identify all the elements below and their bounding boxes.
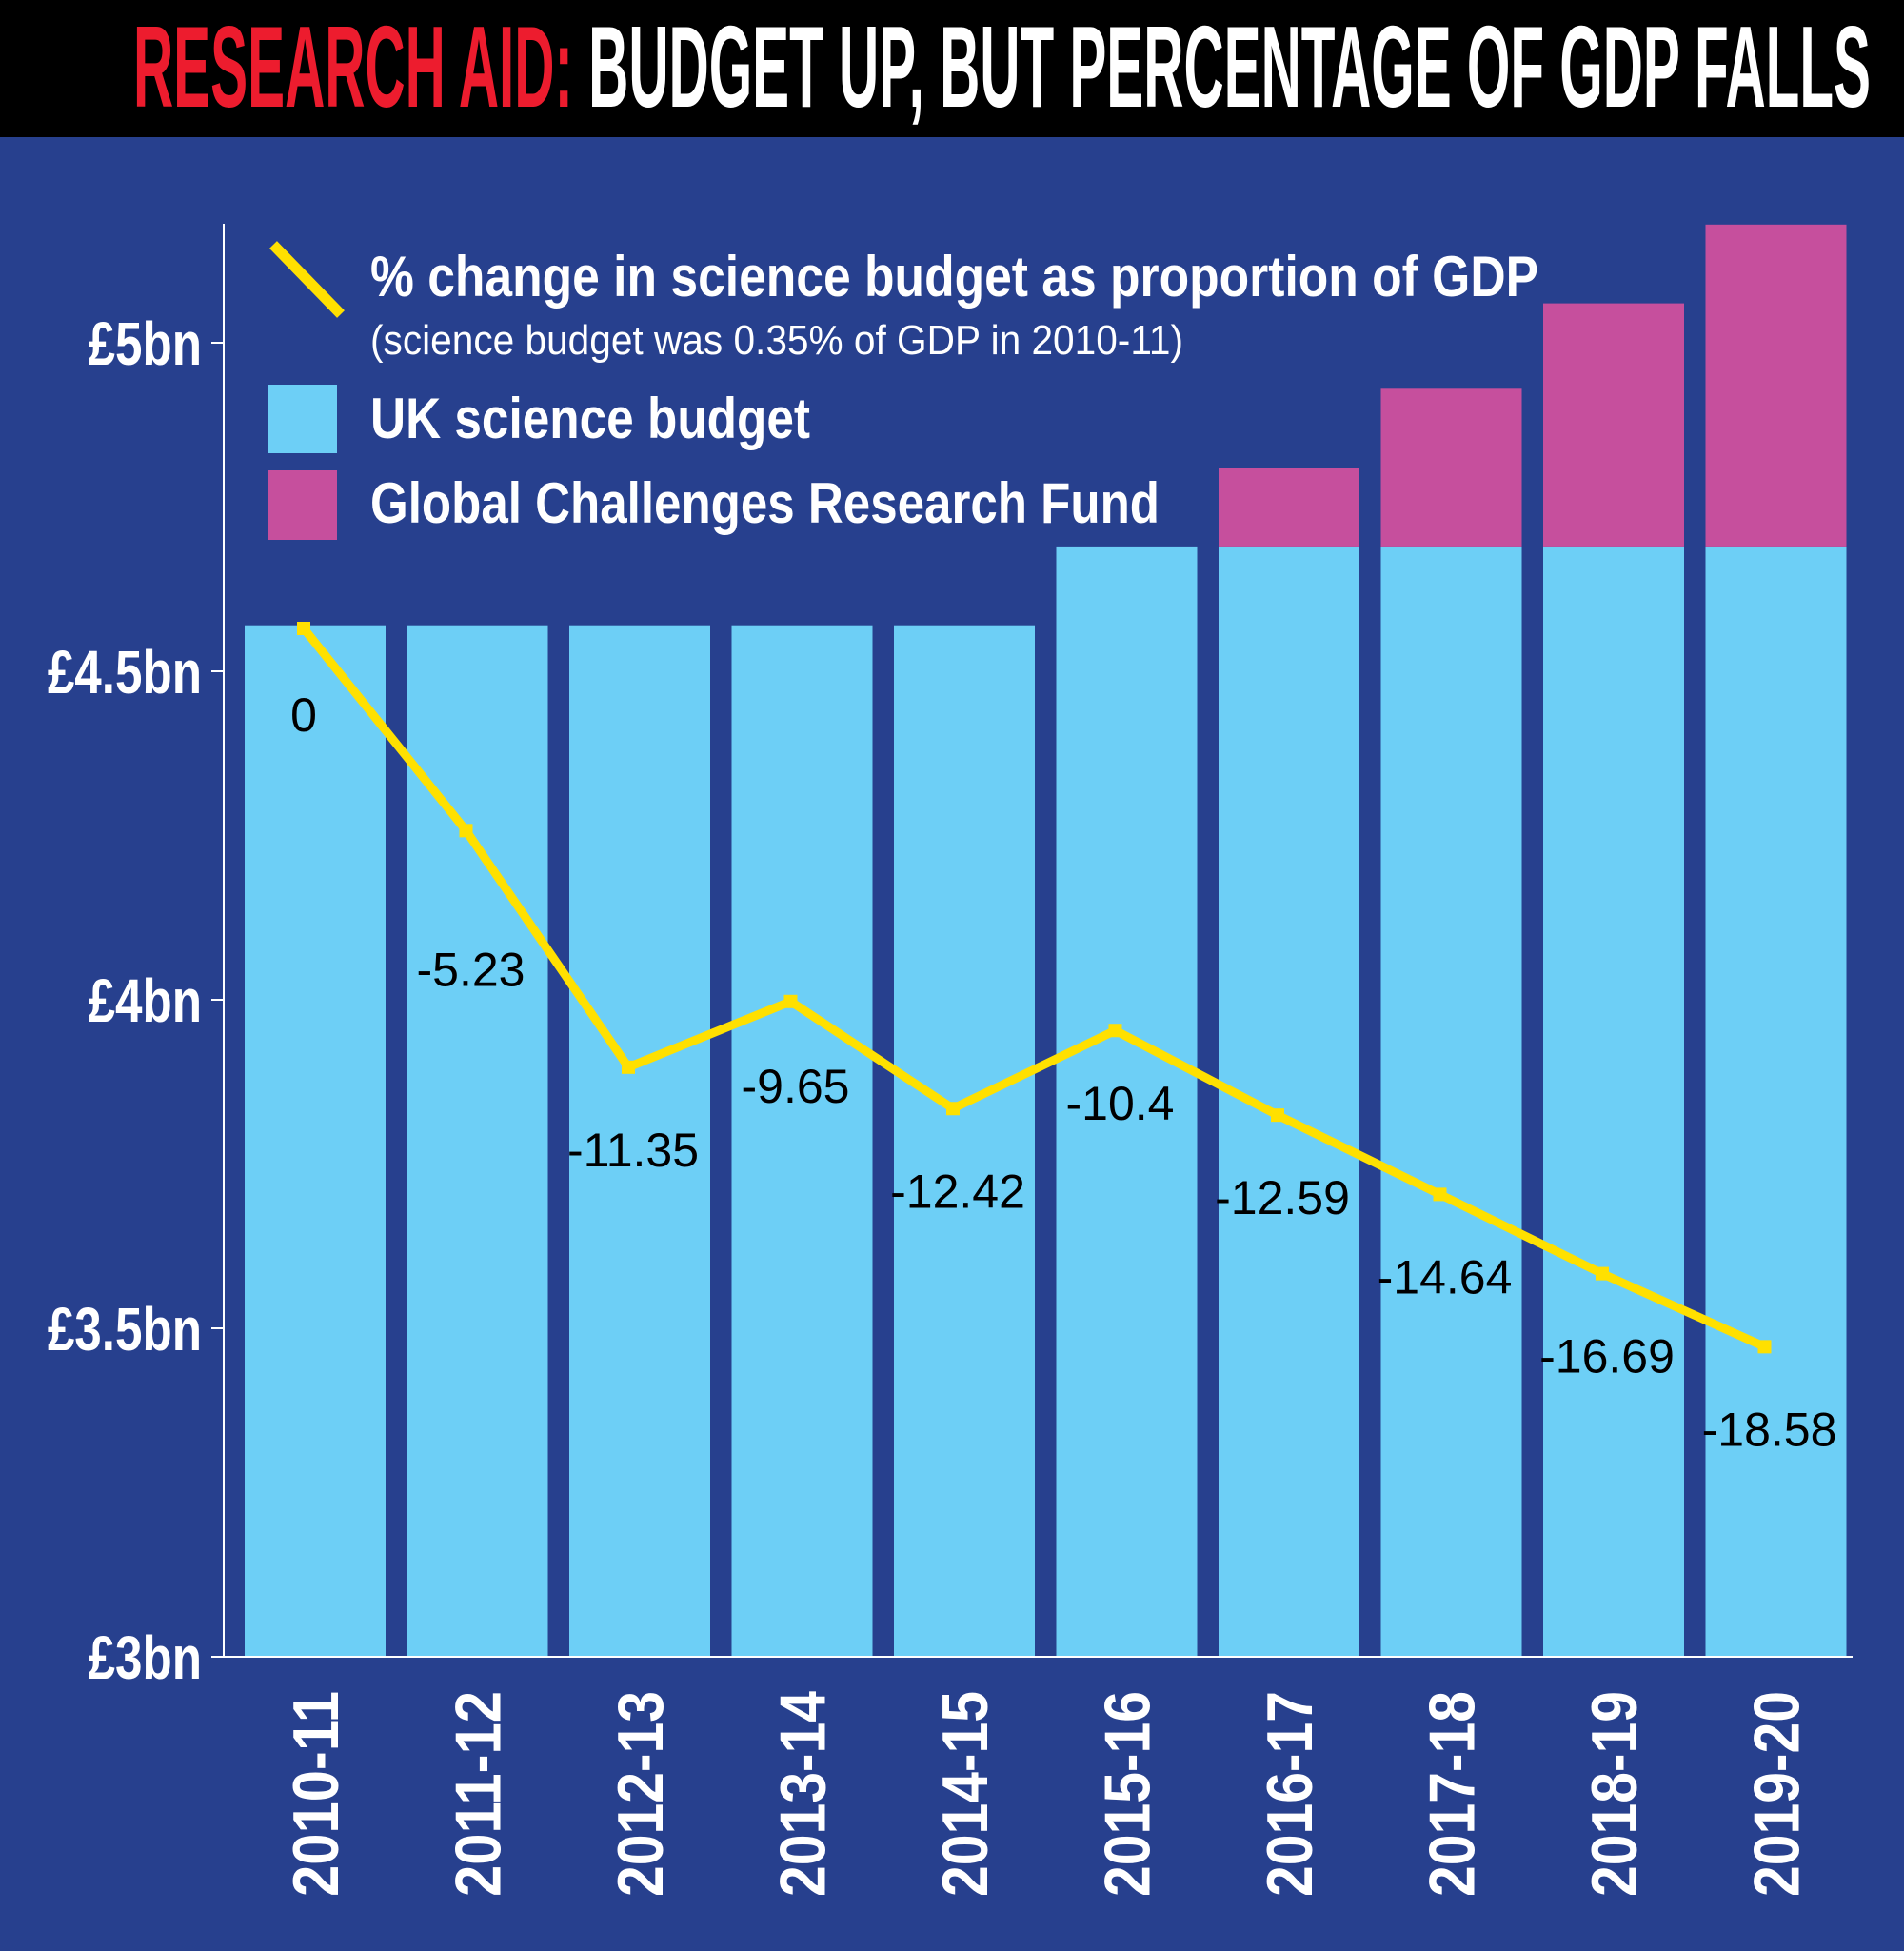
x-ticks-group: 2010-11 2011-12 2012-13 2013-14 2014-15 2015-… [280,1691,1814,1897]
title-bar [0,0,1904,137]
x-tick-label: 2015-16 [1092,1691,1164,1897]
data-label: -14.64 [1378,1250,1513,1304]
bar-uk-science-budget [1219,546,1359,1657]
bar-uk-science-budget [1056,546,1198,1657]
bar-uk-science-budget [407,625,548,1658]
y-tick-label: £4bn [89,968,202,1036]
legend-gcrf-swatch [268,470,337,540]
y-tick-label: £5bn [89,311,202,379]
x-tick-label: 2016-17 [1254,1691,1326,1897]
x-tick-label: 2018-19 [1578,1691,1651,1897]
data-label: -11.35 [567,1124,699,1177]
x-tick-label: 2013-14 [767,1691,840,1897]
line-point [946,1102,960,1116]
legend-uk-label: UK science budget [370,387,810,450]
line-point [783,994,798,1008]
bar-uk-science-budget [1380,546,1522,1657]
line-point [1596,1266,1609,1281]
legend-line-swatch [269,241,345,318]
bar-gcrf [1219,468,1359,547]
line-point [622,1060,635,1074]
bar-uk-science-budget [1543,546,1684,1657]
legend-line-label: % change in science budget as proportion… [370,245,1538,309]
data-label: -12.59 [1215,1171,1350,1224]
data-label: 0 [290,688,317,742]
data-label: -12.42 [890,1165,1025,1218]
x-tick-label: 2017-18 [1417,1691,1489,1897]
bar-gcrf [1380,388,1522,547]
title-rest: BUDGET UP, BUT PERCENTAGE OF GDP FALLS [588,2,1871,131]
y-tick-label: £3.5bn [48,1297,202,1364]
y-tick-label: £3bn [89,1625,202,1693]
x-tick-label: 2010-11 [280,1691,352,1897]
bar-uk-science-budget [1705,546,1847,1657]
y-tick-label: £4.5bn [48,640,202,707]
bar-uk-science-budget [569,625,710,1658]
bar-uk-science-budget [245,625,386,1658]
line-point [1271,1108,1284,1123]
data-label: -16.69 [1539,1330,1675,1384]
bar-gcrf [1543,303,1684,547]
legend-gcrf-label: Global Challenges Research Fund [370,471,1160,535]
data-label: -10.4 [1066,1077,1175,1130]
legend-uk-swatch [268,385,337,453]
bar-gcrf [1705,224,1847,547]
x-tick-label: 2014-15 [929,1691,1002,1897]
line-point [459,824,473,838]
line-series-group: 0 -5.23 -11.35 -9.65 -12.42 -10.4 -12.59 -14.64… [290,622,1836,1456]
bar-uk-science-budget [894,625,1035,1658]
axes-group [223,224,1853,1658]
title-highlight: RESEARCH AID: [133,2,573,131]
legend-line-note: (science budget was 0.35% of GDP in 2010… [370,317,1183,364]
line-series [300,626,1767,1351]
line-point [1757,1340,1772,1354]
line-point [1108,1024,1122,1038]
bar-uk-science-budget [731,625,873,1658]
y-ticks-group: £3bn £3.5bn £4bn £4.5bn £5bn [48,311,224,1693]
chart-title: RESEARCH AID: BUDGET UP, BUT PERCENTAGE … [133,2,1871,131]
x-tick-label: 2012-13 [605,1691,677,1897]
line-point [297,622,310,635]
data-label: -9.65 [742,1060,850,1113]
data-label: -5.23 [417,943,526,996]
line-point [1433,1187,1447,1202]
x-tick-label: 2019-20 [1741,1691,1814,1897]
x-tick-label: 2011-12 [443,1691,515,1897]
bars-group [245,224,1847,1658]
legend: % change in science budget as proportion… [268,241,1538,540]
data-label: -18.58 [1702,1403,1837,1456]
